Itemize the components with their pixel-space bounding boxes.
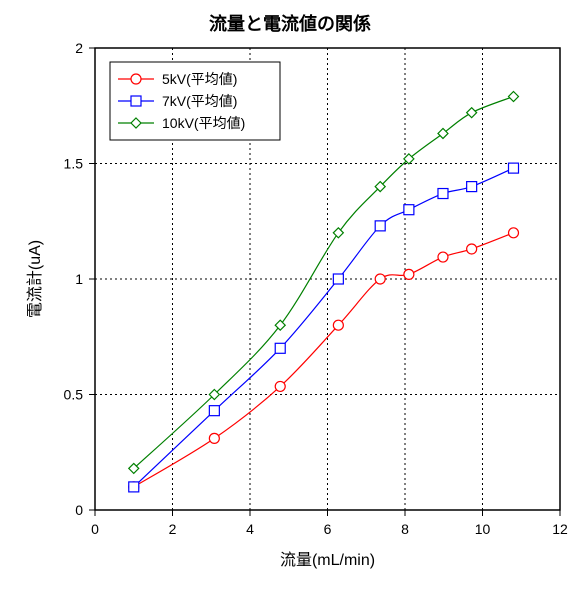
marker-diamond (509, 92, 519, 102)
chart-svg: 流量と電流値の関係 0 2 4 6 8 10 12 0 0.5 1 1.5 2 流量(mL/min) 電流計… (0, 0, 580, 602)
marker-diamond (333, 228, 343, 238)
chart-title: 流量と電流値の関係 (209, 13, 371, 34)
series-group (129, 92, 519, 492)
xtick-label: 12 (552, 521, 568, 537)
marker-circle (275, 381, 285, 391)
series-line (134, 97, 514, 469)
marker-square (333, 274, 343, 284)
marker-circle (333, 320, 343, 330)
marker-circle (404, 269, 414, 279)
series-line (134, 168, 514, 487)
xtick-label: 4 (246, 521, 254, 537)
marker-square (509, 163, 519, 173)
ytick-label: 2 (75, 40, 83, 56)
marker-diamond (275, 320, 285, 330)
marker-circle (375, 274, 385, 284)
y-axis-label: 電流計(uA) (26, 240, 44, 318)
ytick-label: 0 (75, 502, 83, 518)
xtick-label: 2 (169, 521, 177, 537)
legend-label: 7kV(平均値) (162, 93, 237, 109)
xtick-label: 6 (324, 521, 332, 537)
marker-square (209, 406, 219, 416)
xtick-label: 0 (91, 521, 99, 537)
marker-square (404, 205, 414, 215)
xtick-label: 8 (401, 521, 409, 537)
marker-diamond (438, 128, 448, 138)
ytick-label: 1 (75, 271, 83, 287)
chart-container: 流量と電流値の関係 0 2 4 6 8 10 12 0 0.5 1 1.5 2 流量(mL/min) 電流計… (0, 0, 580, 602)
legend-label: 5kV(平均値) (162, 71, 237, 87)
marker-circle (131, 74, 141, 84)
ytick-label: 1.5 (64, 156, 84, 172)
marker-circle (467, 244, 477, 254)
marker-square (438, 189, 448, 199)
marker-circle (438, 252, 448, 262)
x-axis-label: 流量(mL/min) (280, 551, 375, 569)
marker-square (131, 96, 141, 106)
marker-circle (509, 228, 519, 238)
marker-square (467, 182, 477, 192)
series-line (134, 233, 514, 487)
ytick-label: 0.5 (64, 387, 84, 403)
marker-circle (209, 433, 219, 443)
marker-square (275, 343, 285, 353)
legend: 5kV(平均値) 7kV(平均値) 10kV(平均値) (110, 62, 280, 140)
legend-label: 10kV(平均値) (162, 115, 245, 131)
xtick-label: 10 (475, 521, 491, 537)
marker-square (129, 482, 139, 492)
marker-square (375, 221, 385, 231)
marker-diamond (467, 108, 477, 118)
